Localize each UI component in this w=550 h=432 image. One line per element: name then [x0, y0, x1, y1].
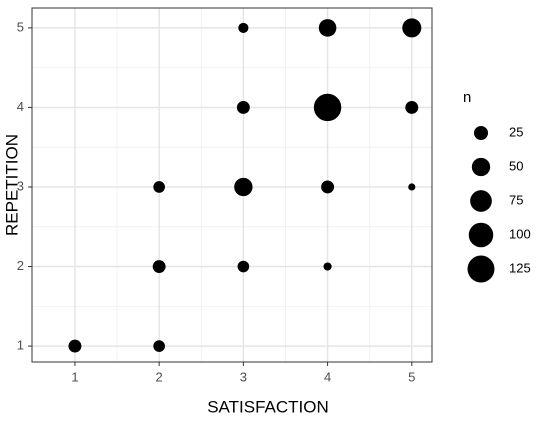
bubble [323, 262, 332, 271]
y-axis-label: REPETITION [2, 134, 21, 236]
bubble [152, 260, 166, 273]
x-tick-label: 2 [156, 369, 163, 384]
bubble [153, 340, 165, 352]
legend-bubble [474, 126, 488, 140]
panel [32, 8, 432, 362]
bubble [408, 183, 416, 191]
legend-title: n [463, 89, 471, 106]
x-tick-label: 1 [71, 369, 78, 384]
legend-bubble [467, 255, 495, 283]
legend-label: 75 [509, 192, 523, 207]
legend-label: 100 [509, 226, 531, 241]
bubble [405, 100, 419, 114]
legend-label: 125 [509, 260, 531, 275]
y-tick-label: 1 [17, 338, 24, 353]
bubble [234, 177, 253, 197]
legend-label: 50 [509, 158, 523, 173]
legend-bubble [470, 190, 492, 212]
x-tick-label: 3 [240, 369, 247, 384]
bubble [321, 180, 335, 194]
x-axis-label: SATISFACTION [207, 397, 329, 416]
bubble [237, 260, 250, 273]
legend-label: 25 [509, 124, 523, 139]
y-tick-label: 3 [17, 178, 24, 193]
legend-bubble [468, 222, 494, 248]
bubble [313, 93, 342, 122]
bubble [153, 181, 165, 193]
bubble [236, 100, 250, 114]
y-tick-label: 5 [17, 19, 24, 34]
x-tick-label: 4 [324, 369, 331, 384]
bubble [402, 18, 422, 38]
bubble [68, 339, 82, 353]
panel-border [31, 7, 433, 363]
y-tick-label: 2 [17, 258, 24, 273]
legend-bubble [471, 157, 491, 177]
x-tick-label: 5 [408, 369, 415, 384]
y-tick-label: 4 [17, 99, 24, 114]
bubble [318, 19, 337, 37]
bubble [238, 22, 249, 33]
